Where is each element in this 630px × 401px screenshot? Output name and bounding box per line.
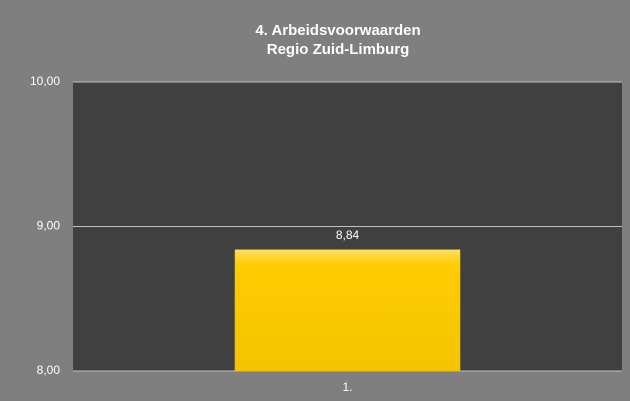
- y-tick-label: 8,00: [37, 363, 61, 377]
- chart-title: 4. Arbeidsvoorwaarden: [255, 22, 420, 39]
- y-tick-label: 10,00: [30, 74, 60, 88]
- y-tick-label: 9,00: [37, 219, 61, 233]
- bar: [234, 249, 461, 372]
- x-tick-label: 1.: [342, 380, 352, 394]
- chart-subtitle: Regio Zuid-Limburg: [267, 41, 409, 58]
- data-label: 8,84: [336, 228, 360, 242]
